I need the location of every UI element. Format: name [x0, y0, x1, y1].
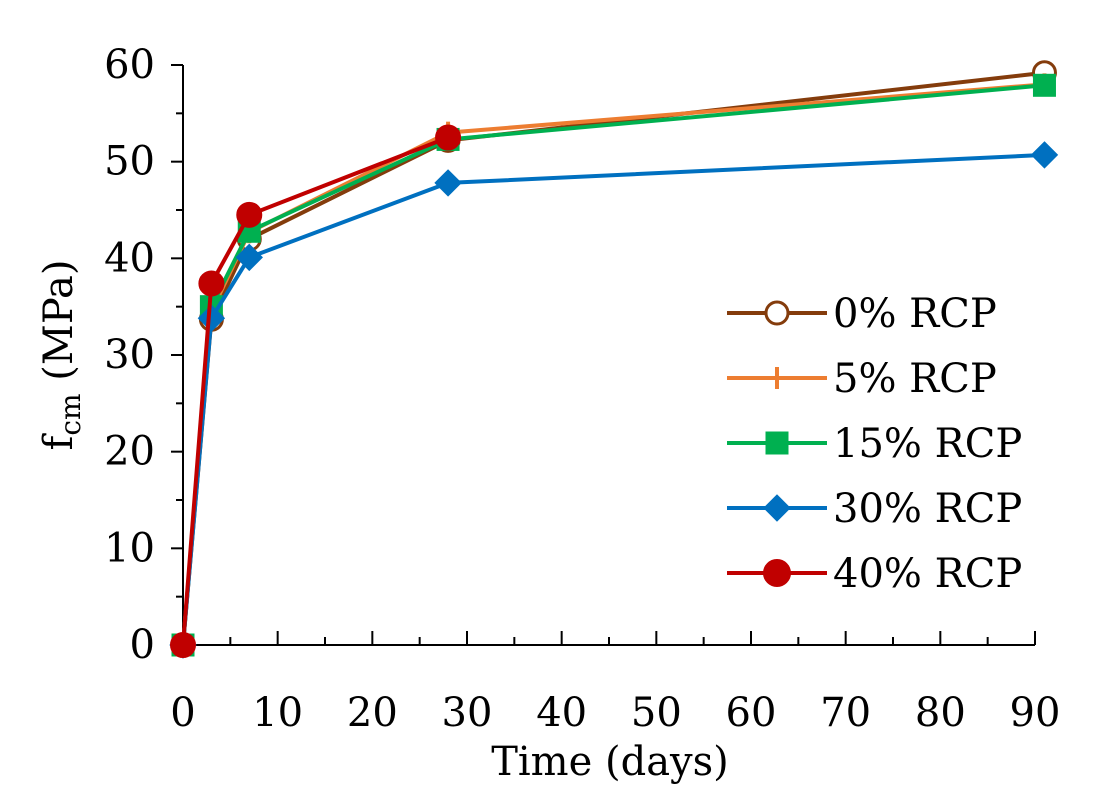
marker-filled-circle: [198, 270, 225, 297]
marker-diamond: [197, 304, 226, 332]
y-tick-label: 50: [104, 139, 155, 185]
marker-filled-circle: [763, 559, 791, 587]
marker-open-circle: [764, 300, 790, 326]
marker-diamond: [434, 169, 462, 197]
legend-label: 5% RCP: [833, 356, 997, 402]
marker-filled-circle: [170, 632, 196, 658]
y-tick-label: 20: [104, 429, 155, 475]
y-tick-label: 10: [104, 525, 155, 571]
marker-square: [1032, 73, 1056, 97]
x-tick-label: 50: [631, 690, 682, 736]
x-tick-label: 60: [726, 690, 777, 736]
y-axis-title-unit: (MPa): [36, 260, 82, 394]
marker-diamond: [1030, 141, 1059, 169]
marker-diamond: [235, 243, 263, 272]
legend-label: 15% RCP: [833, 421, 1022, 467]
legend-label: 0% RCP: [833, 291, 997, 337]
y-tick-label: 0: [130, 622, 155, 668]
series-line: [181, 135, 449, 646]
legend-item: 15% RCP: [727, 421, 1022, 467]
series-40-rcp: [170, 124, 462, 658]
y-axis-title-sub: cm: [54, 393, 87, 435]
marker-filled-circle: [236, 201, 263, 228]
x-tick-label: 20: [347, 690, 398, 736]
legend-item: 5% RCP: [727, 356, 997, 402]
x-tick-label: 0: [170, 690, 195, 736]
marker-filled-circle: [435, 124, 462, 151]
ticks: 0 10 20 30 40 50 60 0 10 20 30 40 50 60 70 80 90: [104, 42, 1060, 736]
legend-item: 0% RCP: [727, 291, 997, 337]
y-tick-label: 60: [104, 42, 155, 88]
marker-diamond: [763, 494, 791, 522]
x-tick-label: 90: [1010, 690, 1061, 736]
legend-label: 30% RCP: [833, 486, 1022, 532]
y-axis-title: fcm (MPa): [36, 260, 87, 451]
y-tick-label: 30: [104, 332, 155, 378]
y-tick-label: 40: [104, 235, 155, 281]
legend: 0% RCP 5% RCP 15% RCP 30% RCP 40% RCP: [727, 291, 1022, 597]
legend-item: 30% RCP: [727, 486, 1022, 532]
series-layer: [169, 60, 1059, 659]
x-tick-label: 30: [442, 690, 493, 736]
legend-label: 40% RCP: [833, 551, 1022, 597]
legend-item: 40% RCP: [727, 551, 1022, 597]
x-tick-label: 80: [915, 690, 966, 736]
x-tick-label: 40: [536, 690, 587, 736]
x-tick-label: 70: [820, 690, 871, 736]
y-axis-title-main: f: [36, 432, 82, 450]
marker-plus: [766, 367, 788, 389]
x-axis-title: Time (days): [491, 739, 729, 785]
x-tick-label: 10: [252, 690, 303, 736]
marker-square: [765, 431, 789, 455]
